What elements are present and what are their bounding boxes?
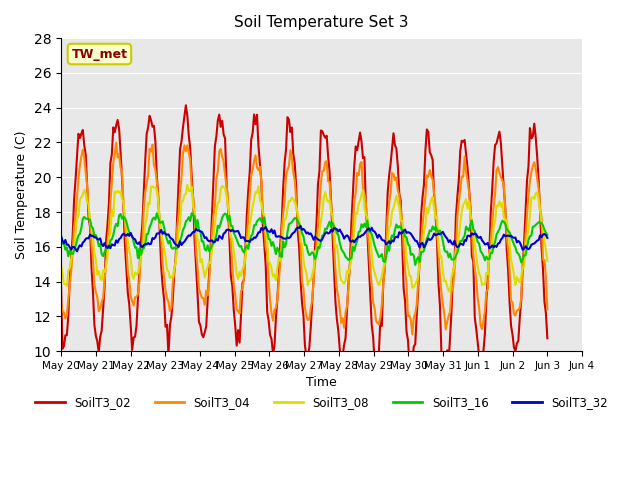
SoilT3_16 (164, 240, 172, 246)
SoilT3_02 (463, 165, 471, 170)
SoilT3_04 (166, 308, 173, 314)
SoilT3_02 (204, 297, 211, 302)
SoilT3_16 (458, 238, 465, 244)
SoilT3_02 (442, 371, 449, 376)
SoilT3_32 (166, 234, 173, 240)
SoilT3_02 (182, 102, 189, 108)
SoilT3_32 (333, 227, 340, 232)
SoilT3_02 (63, 332, 70, 338)
SoilT3_02 (543, 336, 551, 341)
SoilT3_16 (188, 210, 196, 216)
Y-axis label: Soil Temperature (C): Soil Temperature (C) (15, 131, 28, 259)
SoilT3_04 (113, 140, 120, 145)
SoilT3_08 (63, 283, 70, 288)
SoilT3_16 (463, 226, 471, 232)
SoilT3_08 (463, 205, 471, 211)
SoilT3_16 (543, 232, 551, 238)
SoilT3_02 (57, 282, 65, 288)
SoilT3_08 (543, 258, 551, 264)
SoilT3_16 (57, 232, 65, 238)
Line: SoilT3_32: SoilT3_32 (61, 226, 547, 252)
Title: Soil Temperature Set 3: Soil Temperature Set 3 (234, 15, 409, 30)
Legend: SoilT3_02, SoilT3_04, SoilT3_08, SoilT3_16, SoilT3_32: SoilT3_02, SoilT3_04, SoilT3_08, SoilT3_… (31, 392, 612, 414)
SoilT3_08 (446, 289, 454, 295)
SoilT3_08 (332, 244, 339, 250)
SoilT3_16 (63, 244, 70, 250)
SoilT3_02 (164, 352, 172, 358)
SoilT3_04 (458, 174, 465, 180)
Line: SoilT3_08: SoilT3_08 (61, 185, 547, 292)
SoilT3_02 (332, 299, 339, 304)
SoilT3_32 (543, 235, 551, 241)
Text: TW_met: TW_met (72, 48, 127, 60)
X-axis label: Time: Time (306, 376, 337, 389)
SoilT3_32 (297, 223, 305, 229)
Line: SoilT3_16: SoilT3_16 (61, 213, 547, 265)
SoilT3_04 (63, 312, 70, 318)
SoilT3_08 (458, 209, 465, 215)
SoilT3_32 (63, 242, 70, 248)
SoilT3_16 (412, 262, 419, 268)
SoilT3_16 (204, 242, 211, 248)
SoilT3_04 (57, 300, 65, 306)
SoilT3_32 (463, 233, 471, 239)
SoilT3_32 (73, 249, 81, 254)
SoilT3_04 (463, 178, 471, 184)
SoilT3_04 (543, 306, 551, 312)
SoilT3_02 (458, 138, 465, 144)
SoilT3_16 (332, 226, 339, 231)
SoilT3_32 (458, 241, 465, 247)
SoilT3_04 (332, 267, 339, 273)
SoilT3_08 (164, 268, 172, 274)
SoilT3_08 (184, 182, 191, 188)
SoilT3_32 (204, 237, 211, 243)
SoilT3_08 (204, 264, 211, 269)
Line: SoilT3_02: SoilT3_02 (61, 105, 547, 373)
SoilT3_04 (204, 293, 211, 299)
SoilT3_04 (408, 332, 416, 337)
Line: SoilT3_04: SoilT3_04 (61, 143, 547, 335)
SoilT3_08 (57, 262, 65, 268)
SoilT3_32 (57, 233, 65, 239)
